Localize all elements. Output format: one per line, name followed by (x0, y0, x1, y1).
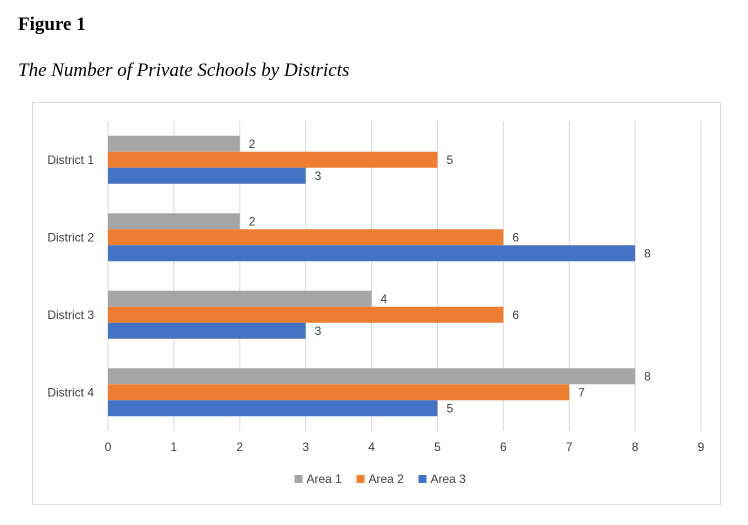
category-label-4: District 4 (47, 385, 94, 399)
x-tick-label-7: 7 (566, 440, 573, 454)
legend-label-3: Area 3 (431, 472, 467, 486)
legend-swatch-1 (294, 475, 303, 483)
bar-district-2-area-2 (108, 229, 504, 246)
data-label-3-3: 3 (315, 324, 322, 338)
figure-label: Figure 1 (18, 14, 86, 35)
category-label-3: District 3 (47, 308, 94, 322)
x-tick-label-5: 5 (434, 440, 441, 454)
bar-district-4-area-1 (108, 368, 636, 385)
data-label-1-1: 2 (249, 137, 256, 151)
data-label-4-3: 5 (446, 401, 453, 415)
bar-district-2-area-1 (108, 213, 240, 230)
data-label-2-3: 8 (644, 246, 651, 260)
category-label-2: District 2 (47, 230, 94, 244)
legend-label-1: Area 1 (307, 472, 343, 486)
chart-frame: 0 1 2 3 4 5 6 7 8 9 District 1 2 5 3 District 2 2 6 8 Dist… (32, 102, 721, 505)
data-label-4-1: 8 (644, 369, 651, 383)
bar-chart: 0 1 2 3 4 5 6 7 8 9 District 1 2 5 3 District 2 2 6 8 Dist… (47, 121, 705, 486)
bar-district-3-area-3 (108, 322, 306, 339)
bar-district-2-area-3 (108, 245, 636, 262)
data-label-1-3: 3 (315, 169, 322, 183)
bar-district-1-area-2 (108, 151, 438, 168)
data-label-4-2: 7 (578, 385, 585, 399)
category-label-1: District 1 (47, 153, 94, 167)
bar-district-1-area-1 (108, 135, 240, 152)
legend-swatch-2 (356, 475, 365, 483)
legend-label-2: Area 2 (369, 472, 405, 486)
bar-district-3-area-2 (108, 306, 504, 323)
data-label-3-2: 6 (512, 308, 519, 322)
figure-title: The Number of Private Schools by Distric… (18, 60, 350, 81)
data-label-1-2: 5 (446, 153, 453, 167)
x-tick-label-3: 3 (302, 440, 309, 454)
x-tick-label-2: 2 (236, 440, 243, 454)
bar-district-4-area-2 (108, 384, 570, 401)
x-tick-label-6: 6 (500, 440, 507, 454)
legend-swatch-3 (418, 475, 427, 483)
x-tick-label-9: 9 (698, 440, 705, 454)
x-tick-label-4: 4 (368, 440, 375, 454)
x-tick-label-8: 8 (632, 440, 639, 454)
data-label-2-2: 6 (512, 230, 519, 244)
data-label-2-1: 2 (249, 214, 256, 228)
data-label-3-1: 4 (381, 292, 388, 306)
bar-district-3-area-1 (108, 290, 372, 307)
x-tick-label-1: 1 (171, 440, 178, 454)
bar-district-4-area-3 (108, 400, 438, 417)
x-tick-label-0: 0 (105, 440, 112, 454)
bar-district-1-area-3 (108, 167, 306, 184)
